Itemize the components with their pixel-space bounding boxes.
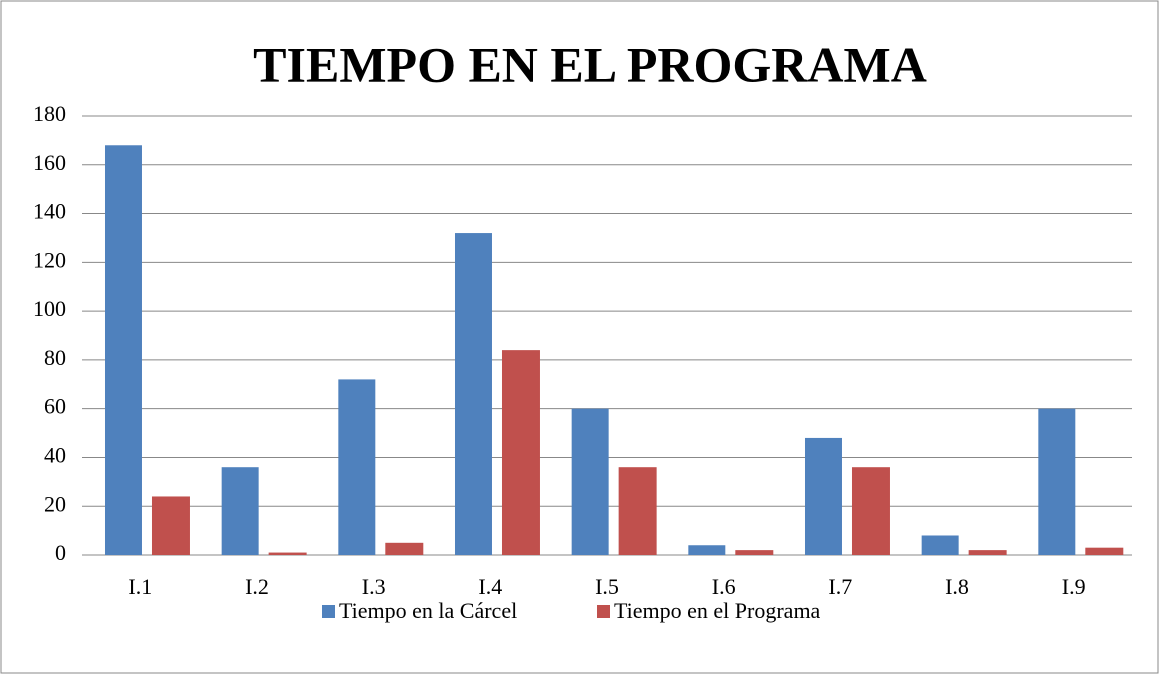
bar [104,145,142,555]
bar [688,545,726,555]
bar [851,467,890,555]
y-tick-label: 80 [44,345,66,370]
x-tick-label: I.2 [245,574,269,599]
bar [571,408,609,555]
x-tick-label: I.7 [828,574,852,599]
bar [151,496,190,555]
bar [454,233,492,556]
x-tick-label: I.5 [595,574,619,599]
bar [968,550,1007,555]
legend-swatch [597,605,610,618]
x-tick-label: I.4 [478,574,502,599]
x-tick-label: I.8 [945,574,969,599]
legend-label: Tiempo en la Cárcel [339,598,517,623]
legend-swatch [322,605,335,618]
x-tick-label: I.3 [362,574,386,599]
bar [1085,547,1124,555]
y-tick-label: 120 [33,247,66,272]
y-tick-label: 180 [33,101,66,126]
bar [268,552,307,555]
y-tick-label: 60 [44,394,66,419]
x-tick-label: I.9 [1062,574,1086,599]
y-tick-label: 0 [55,540,66,565]
y-tick-label: 40 [44,442,66,467]
bar [618,467,657,555]
legend-label: Tiempo en el Programa [614,598,821,623]
y-tick-label: 20 [44,491,66,516]
y-tick-label: 100 [33,296,66,321]
x-tick-label: I.1 [128,574,152,599]
y-tick-label: 140 [33,199,66,224]
x-tick-label: I.6 [712,574,736,599]
bar [501,350,540,555]
chart-title: TIEMPO EN EL PROGRAMA [253,36,927,92]
bar [1038,408,1076,555]
bar [921,535,959,555]
bar [804,437,842,555]
y-tick-label: 160 [33,150,66,175]
bar [385,542,424,555]
bar [221,467,259,555]
bar [338,379,376,555]
bar [735,550,774,555]
